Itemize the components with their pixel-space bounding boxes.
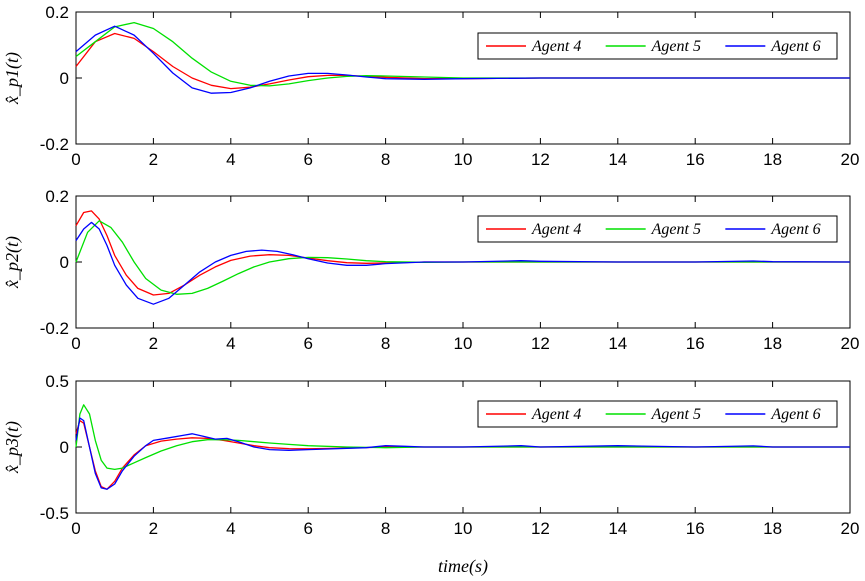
x-tick-label: 18 — [763, 519, 782, 538]
panel-3-legend: Agent 4 Agent 5 Agent 6 — [477, 400, 838, 428]
x-tick-label: 12 — [531, 334, 550, 353]
x-tick-label: 18 — [763, 150, 782, 169]
legend-label: Agent 5 — [651, 406, 701, 423]
legend-label: Agent 4 — [531, 221, 581, 238]
x-tick-label: 14 — [608, 150, 627, 169]
panel-2-yticks: -0.2 0 0.2 — [40, 187, 850, 338]
legend-box — [477, 32, 838, 60]
y-tick-label: 0 — [60, 438, 69, 457]
x-tick-label: 8 — [381, 150, 390, 169]
legend-label: Agent 4 — [531, 38, 581, 55]
x-tick-label: 20 — [841, 519, 860, 538]
x-tick-label: 14 — [608, 334, 627, 353]
legend-box — [477, 400, 838, 428]
x-tick-label: 12 — [531, 519, 550, 538]
panel-1-series — [75, 21, 850, 94]
y-tick-label: -0.2 — [40, 319, 69, 338]
legend-label: Agent 6 — [770, 38, 820, 55]
panel-1-yticks: -0.2 0 0.2 — [40, 3, 850, 154]
legend-label: Agent 4 — [531, 406, 581, 423]
x-tick-label: 4 — [226, 334, 235, 353]
x-tick-label: 2 — [149, 519, 158, 538]
x-tick-label: 20 — [841, 150, 860, 169]
series-line-agent-6 — [75, 25, 850, 94]
series-line-agent-6 — [75, 417, 850, 490]
y-tick-label: 0.2 — [45, 3, 69, 22]
legend-label: Agent 5 — [651, 221, 701, 238]
legend-label: Agent 5 — [651, 38, 701, 55]
panel-2-series — [75, 210, 851, 305]
panel-2: 0 2 4 6 8 10 12 14 16 18 20 -0.200.2 x̂_p2(t) Agen… — [2, 187, 859, 353]
x-tick-label: 12 — [531, 150, 550, 169]
panel-2-xticks: 0 2 4 6 8 10 12 14 16 18 20 — [71, 196, 859, 353]
y-tick-label: 0.5 — [45, 372, 69, 391]
y-tick-label: -0.2 — [40, 135, 69, 154]
legend-label: Agent 6 — [770, 406, 820, 423]
x-tick-label: 10 — [454, 334, 473, 353]
x-tick-label: 10 — [454, 150, 473, 169]
x-tick-label: 18 — [763, 334, 782, 353]
x-tick-label: 0 — [71, 519, 80, 538]
panel-2-legend: Agent 4 Agent 5 Agent 6 — [477, 215, 838, 243]
x-tick-label: 0 — [71, 334, 80, 353]
x-tick-label: 0 — [71, 150, 80, 169]
x-tick-label: 2 — [149, 150, 158, 169]
x-tick-label: 4 — [226, 519, 235, 538]
x-tick-label: 8 — [381, 519, 390, 538]
panel-3-xticks: 0 2 4 6 8 10 12 14 16 18 20 — [71, 381, 859, 538]
x-tick-label: 6 — [303, 150, 312, 169]
x-tick-label: 16 — [686, 519, 705, 538]
panel-1: 0 2 4 6 8 10 12 14 16 18 20 -0.200.2 x̂_p1(t) Agen… — [2, 3, 859, 169]
series-line-agent-6 — [75, 221, 851, 305]
x-tick-label: 10 — [454, 519, 473, 538]
panel-3: 0 2 4 6 8 10 12 14 16 18 20 -0.500.5 x̂_p3(t) Agen… — [2, 372, 859, 538]
panel-3-yticks: -0.5 0 0.5 — [40, 372, 850, 523]
x-tick-label: 20 — [841, 334, 860, 353]
x-tick-label: 6 — [303, 519, 312, 538]
x-tick-label: 8 — [381, 334, 390, 353]
x-tick-label: 6 — [303, 334, 312, 353]
x-axis-label: time(s) — [438, 556, 488, 577]
y-tick-label: -0.5 — [40, 504, 69, 523]
legend-label: Agent 6 — [770, 221, 820, 238]
panel-1-xticks: 0 2 4 6 8 10 12 14 16 18 20 — [71, 12, 859, 169]
y-tick-label: 0 — [60, 253, 69, 272]
panel-1-legend: Agent 4 Agent 5 Agent 6 — [477, 32, 838, 60]
y-tick-label: 0 — [60, 69, 69, 88]
panel-3-series — [75, 404, 850, 490]
y-tick-label: 0.2 — [45, 187, 69, 206]
panel-2-ylabel: x̂_p2(t) — [2, 236, 23, 289]
x-tick-label: 14 — [608, 519, 627, 538]
x-tick-label: 16 — [686, 150, 705, 169]
x-tick-label: 16 — [686, 334, 705, 353]
panel-3-ylabel: x̂_p3(t) — [2, 421, 23, 474]
panel-1-ylabel: x̂_p1(t) — [2, 52, 23, 105]
x-tick-label: 4 — [226, 150, 235, 169]
x-tick-label: 2 — [149, 334, 158, 353]
series-line-agent-5 — [75, 220, 850, 295]
legend-box — [477, 215, 838, 243]
